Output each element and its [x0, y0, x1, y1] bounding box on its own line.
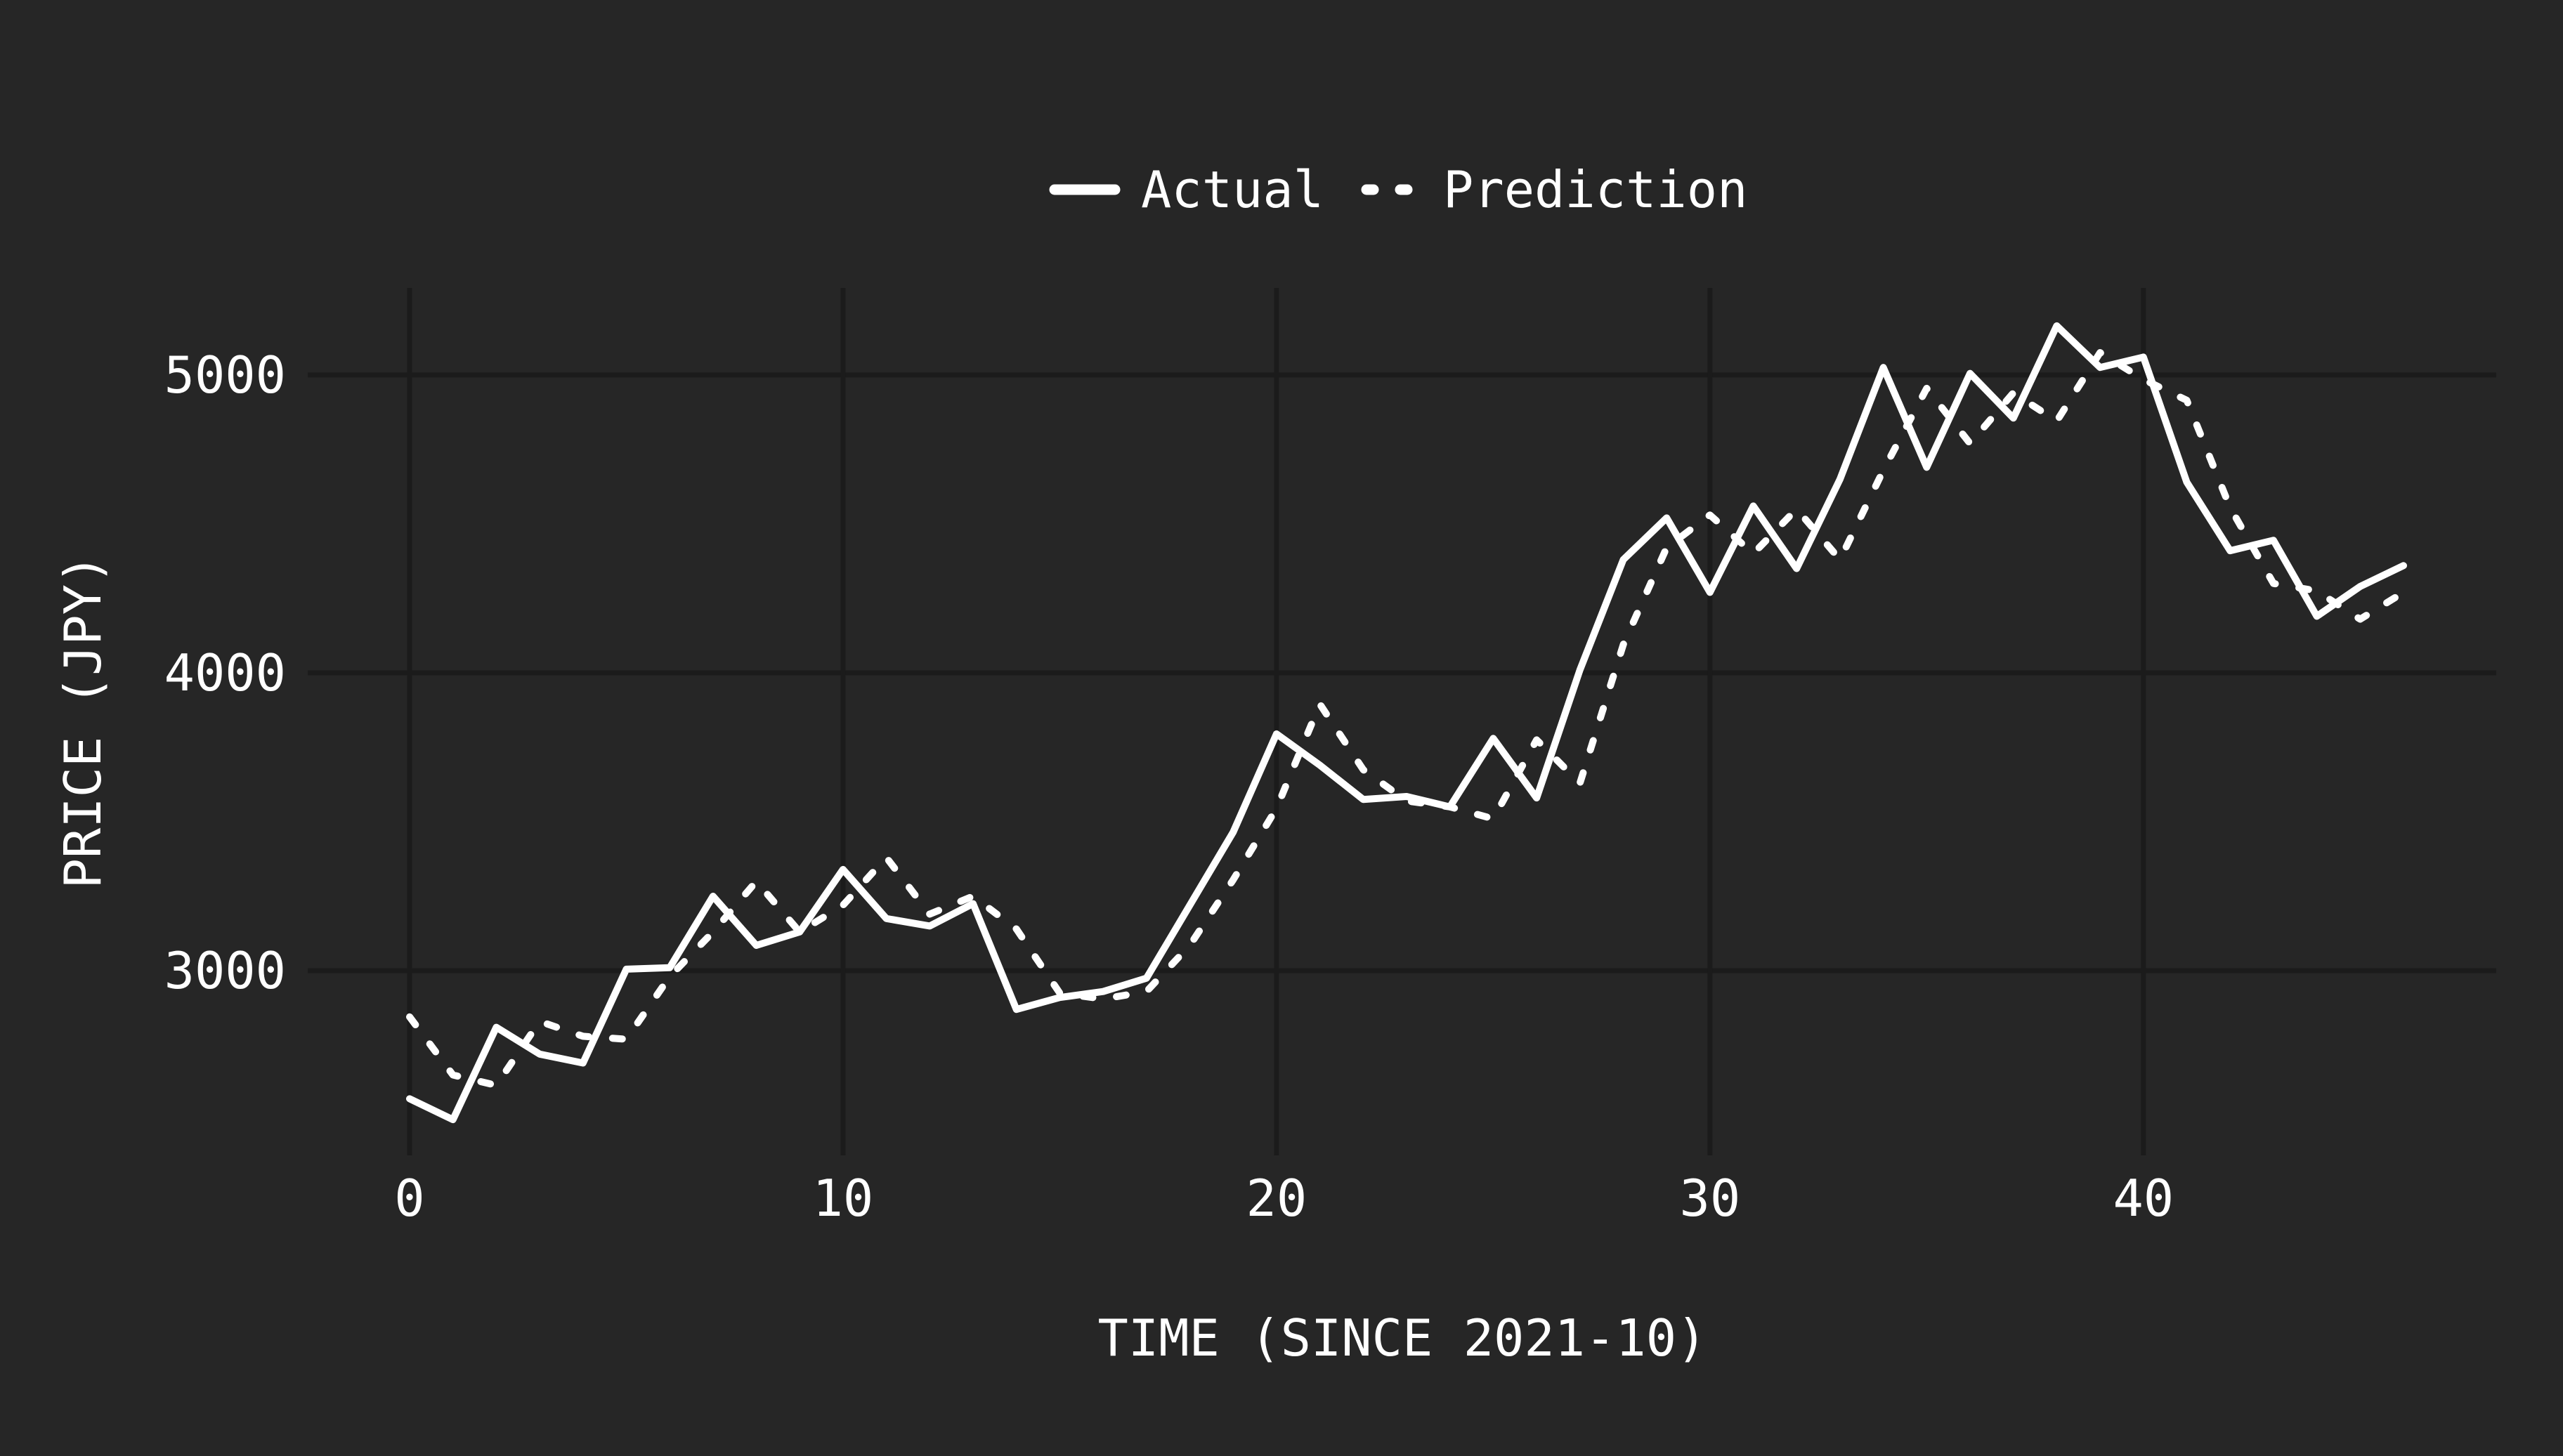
y-axis-title: PRICE (JPY) — [53, 554, 112, 889]
x-tick-label: 30 — [1679, 1169, 1740, 1228]
x-tick-label: 10 — [813, 1169, 874, 1228]
y-tick-label: 5000 — [164, 346, 286, 405]
actual-series-line — [406, 322, 2407, 1124]
legend: Actual Prediction — [1049, 160, 1747, 219]
y-tick-label: 3000 — [164, 941, 286, 1000]
legend-label-actual: Actual — [1141, 160, 1324, 219]
x-axis-tick-labels: 0 10 20 30 40 — [394, 1169, 2174, 1228]
x-tick-label: 20 — [1246, 1169, 1307, 1228]
x-tick-label: 0 — [394, 1169, 424, 1228]
y-axis-tick-labels: 3000 4000 5000 — [164, 346, 286, 1000]
legend-label-prediction: Prediction — [1443, 160, 1747, 219]
x-tick-label: 40 — [2113, 1169, 2174, 1228]
y-tick-label: 4000 — [164, 643, 286, 702]
gridlines — [308, 288, 2496, 1155]
x-axis-title: TIME (SINCE 2021-10) — [1098, 1309, 1707, 1368]
